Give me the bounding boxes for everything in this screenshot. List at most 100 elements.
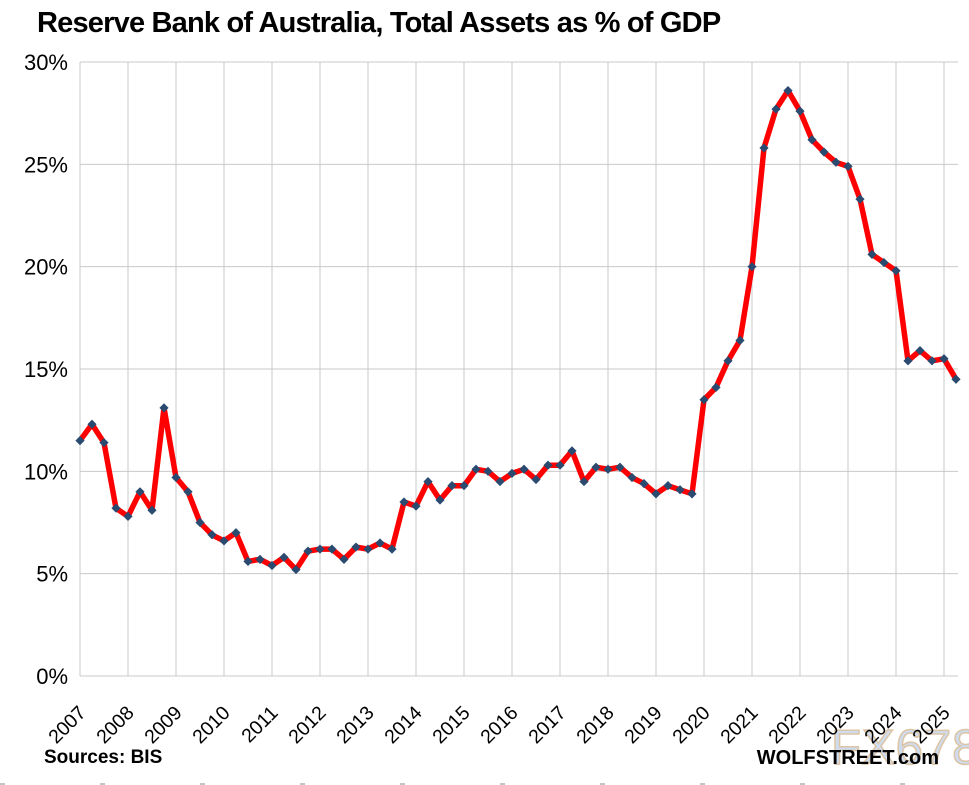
data-point-marker [411,501,421,511]
data-point-marker [795,106,805,116]
x-axis-tick-label: 2011 [237,702,282,747]
series-line-rba-assets [77,87,959,573]
data-point-marker [939,354,949,364]
data-point-markers [75,86,961,575]
plot-gridlines [79,61,958,677]
data-point-marker [423,476,433,487]
data-point-marker [531,474,541,485]
y-axis-tick-label: 15% [24,357,68,382]
data-point-marker [687,489,697,499]
x-axis-tick-label: 2020 [668,702,714,748]
data-point-marker [591,462,601,472]
data-point-marker [495,476,505,487]
chart-title: Reserve Bank of Australia, Total Assets … [37,7,721,39]
data-point-marker [651,489,661,499]
data-point-marker [879,257,889,268]
sources-label: Sources: BIS [44,747,163,768]
data-point-marker [387,544,397,554]
x-axis-tick-label: 2015 [428,702,474,748]
x-axis-tick-label: 2022 [764,702,810,748]
data-point-marker [471,464,481,474]
data-point-marker [759,143,769,153]
x-axis-tick-label: 2025 [908,702,954,748]
data-point-marker [159,403,169,413]
x-axis-tick-label: 2021 [716,702,762,748]
data-point-marker [867,249,877,259]
data-point-marker [111,503,121,513]
data-point-marker [399,497,409,507]
y-axis-tick-label: 0% [36,664,68,689]
data-point-marker [171,472,181,483]
data-point-marker [195,517,205,528]
data-point-marker [255,554,265,564]
data-point-marker [903,356,913,366]
data-point-marker [555,460,565,470]
y-axis-tick-label: 25% [24,152,68,177]
data-point-marker [855,194,865,204]
x-axis-tick-label: 2013 [332,702,378,748]
x-axis-tick-label: 2012 [284,702,330,748]
data-point-marker [711,382,721,393]
data-point-marker [675,485,685,495]
x-axis-labels: 2007 2008 2009 2010 2011 2012 2013 2014 2015 2016… [44,702,954,748]
data-point-marker [615,462,625,472]
data-point-marker [927,356,937,366]
data-point-marker [603,464,613,474]
data-point-marker [543,460,553,470]
x-axis-tick-label: 2016 [476,702,522,748]
data-point-marker [807,135,817,145]
y-axis-tick-label: 20% [24,255,68,280]
x-axis-tick-label: 2009 [140,702,186,748]
data-point-marker [579,476,589,487]
x-axis-tick-label: 2017 [524,702,570,748]
data-point-marker [459,481,469,491]
data-point-marker [147,505,157,515]
data-point-marker [375,538,385,548]
data-point-marker [843,161,853,171]
data-point-marker [747,262,757,272]
data-point-marker [207,530,217,540]
fx678-watermark: FX678 [830,720,969,776]
data-point-marker [723,356,733,366]
x-axis-tick-label: 2010 [188,702,234,748]
bottom-dotted-border [0,783,969,785]
data-point-marker [567,446,577,456]
data-point-marker [435,495,445,505]
data-point-marker [99,438,109,448]
y-axis-tick-label: 5% [36,562,68,587]
data-point-marker [327,544,337,554]
data-point-marker [75,436,85,446]
data-point-marker [135,487,145,497]
x-axis-tick-label: 2014 [380,702,426,748]
x-axis-tick-label: 2024 [860,702,906,748]
data-point-marker [627,472,637,483]
data-point-marker [339,554,349,564]
data-point-marker [483,466,493,476]
data-point-marker [915,345,925,356]
data-point-marker [519,464,529,474]
data-point-marker [735,335,745,345]
data-point-marker [231,528,241,538]
y-axis-tick-label: 10% [24,459,68,484]
data-point-marker [699,395,709,405]
data-point-marker [783,86,793,96]
data-point-marker [219,536,229,546]
data-point-marker [243,556,253,566]
data-point-marker [639,479,649,489]
data-point-marker [351,542,361,552]
data-point-marker [303,546,313,556]
data-point-marker [507,468,517,478]
data-point-marker [447,481,457,491]
data-point-marker [771,104,781,114]
x-axis-tick-label: 2019 [620,702,666,748]
data-point-marker [291,564,301,575]
data-point-marker [87,419,97,429]
data-point-marker [183,487,193,497]
data-point-marker [267,560,277,571]
data-point-marker [363,544,373,554]
y-axis-tick-label: 30% [24,50,68,75]
data-point-marker [315,544,325,554]
data-point-marker [891,266,901,276]
